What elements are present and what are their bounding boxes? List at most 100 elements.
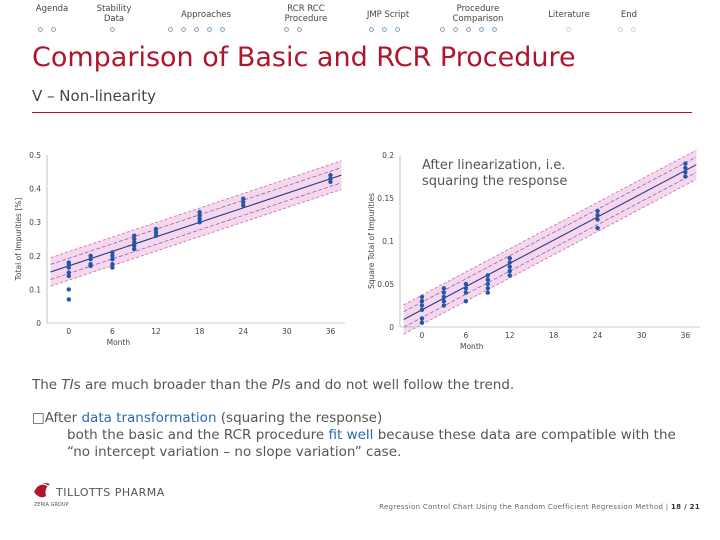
nav-dot[interactable]: [395, 27, 400, 32]
page-number: 18 / 21: [670, 503, 700, 511]
nav-dot[interactable]: [631, 27, 636, 32]
data-point: [88, 262, 93, 267]
nav-jmp-script[interactable]: JMP Script: [366, 10, 410, 20]
data-point: [66, 260, 72, 265]
nav-dot[interactable]: [168, 27, 173, 32]
data-point: [110, 256, 115, 262]
data-point: [683, 174, 688, 179]
nav-dot[interactable]: [38, 27, 43, 32]
data-point: [463, 299, 469, 304]
nav-dot[interactable]: [194, 27, 199, 32]
data-point: [463, 286, 469, 291]
x-tick-label: 30: [282, 327, 292, 336]
x-tick-label: 18: [549, 331, 559, 340]
x-tick-label: 0: [66, 327, 71, 336]
tolerance-bound-line: [403, 149, 697, 306]
nav-stability-data[interactable]: Stability Data: [96, 4, 132, 24]
y-tick-label: 0.1: [29, 285, 41, 294]
logo-text: TILLOTTS PHARMA: [55, 486, 165, 499]
data-point: [66, 297, 72, 302]
body-statement: The TIs are much broader than the PIs an…: [32, 377, 514, 393]
nav-dot[interactable]: [297, 27, 302, 32]
nav-dot[interactable]: [207, 27, 212, 32]
data-point: [153, 226, 159, 232]
nav-dot[interactable]: [51, 27, 56, 32]
nav-dot[interactable]: [440, 27, 445, 32]
data-point: [441, 290, 447, 295]
y-tick-label: 0: [389, 323, 394, 332]
nav-literature[interactable]: Literature: [548, 10, 590, 20]
nav-dot[interactable]: [479, 27, 484, 32]
x-axis-label: Month: [107, 338, 131, 347]
data-point: [419, 320, 425, 325]
nav-dot[interactable]: [110, 27, 115, 32]
nav-approaches[interactable]: Approaches: [180, 10, 232, 20]
footer: Regression Control Chart Using the Rando…: [379, 503, 700, 511]
bullet-text: because these data are compatible with t…: [67, 427, 676, 460]
data-point: [419, 316, 425, 321]
y-axis-label: Total of Impurities [%]: [14, 198, 23, 282]
data-point: [132, 240, 137, 245]
data-point: [485, 277, 491, 282]
x-axis-label: Month: [460, 342, 484, 351]
data-point: [132, 233, 137, 238]
nav-procedure-comparison[interactable]: Procedure Comparison: [452, 4, 504, 24]
body-text: s and do not well follow the trend.: [283, 377, 515, 393]
prediction-bound-line: [403, 156, 697, 313]
nav-agenda[interactable]: Agenda: [35, 4, 69, 14]
nav-dot[interactable]: [453, 27, 458, 32]
data-point: [197, 213, 202, 218]
data-point: [463, 281, 469, 287]
data-point: [66, 265, 72, 270]
data-point: [683, 170, 688, 175]
data-point: [66, 287, 72, 292]
nav-end-dots: [618, 27, 636, 32]
nav-end[interactable]: End: [620, 10, 638, 20]
data-point: [110, 262, 115, 267]
bullet-text: both the basic and the RCR procedure: [67, 427, 329, 443]
slide-title: Comparison of Basic and RCR Procedure: [32, 42, 576, 73]
y-tick-label: 0.2: [29, 252, 41, 261]
nav-agenda-dots: [38, 27, 56, 32]
footer-text: Regression Control Chart Using the Rando…: [379, 503, 669, 511]
tolerance-bound-line: [403, 178, 697, 335]
data-point: [132, 243, 137, 248]
nav-dot[interactable]: [369, 27, 374, 32]
body-text: s are much broader than the: [73, 377, 272, 393]
tolerance-bound-line: [50, 189, 342, 287]
data-point: [595, 225, 600, 231]
data-point: [110, 250, 115, 255]
data-point: [507, 264, 512, 269]
data-point: [328, 179, 333, 185]
title-divider: [32, 112, 692, 113]
nav-dot[interactable]: [382, 27, 387, 32]
nav-dot[interactable]: [618, 27, 623, 32]
data-point: [419, 307, 425, 312]
nav-dot[interactable]: [492, 27, 497, 32]
data-point: [110, 265, 115, 270]
section-nav: Agenda Stability Data Approaches RCR RCC…: [0, 0, 720, 40]
nav-dot[interactable]: [181, 27, 186, 32]
y-tick-label: 0.3: [29, 218, 41, 227]
ti-term: TI: [61, 377, 74, 393]
nav-jmp-dots: [369, 27, 400, 32]
prediction-bound-line: [50, 167, 342, 265]
data-point: [88, 256, 93, 262]
prediction-bound-line: [50, 182, 342, 280]
nav-literature-dots: [566, 27, 571, 32]
data-point: [441, 294, 447, 300]
nav-dot[interactable]: [466, 27, 471, 32]
data-point: [507, 273, 512, 278]
data-point: [66, 273, 72, 279]
nav-dot[interactable]: [284, 27, 289, 32]
data-point: [153, 233, 159, 238]
nav-dot[interactable]: [566, 27, 571, 32]
tillotts-pharma-logo: ZERIA GROUP TILLOTTS PHARMA: [34, 483, 165, 508]
nav-dot[interactable]: [220, 27, 225, 32]
prediction-bound-line: [403, 172, 697, 328]
nav-rcr-dots: [284, 27, 302, 32]
nav-approaches-dots: [168, 27, 225, 32]
pi-term: PI: [271, 377, 284, 393]
data-point: [441, 286, 447, 291]
nav-rcr-rcc-procedure[interactable]: RCR RCC Procedure: [284, 4, 328, 24]
